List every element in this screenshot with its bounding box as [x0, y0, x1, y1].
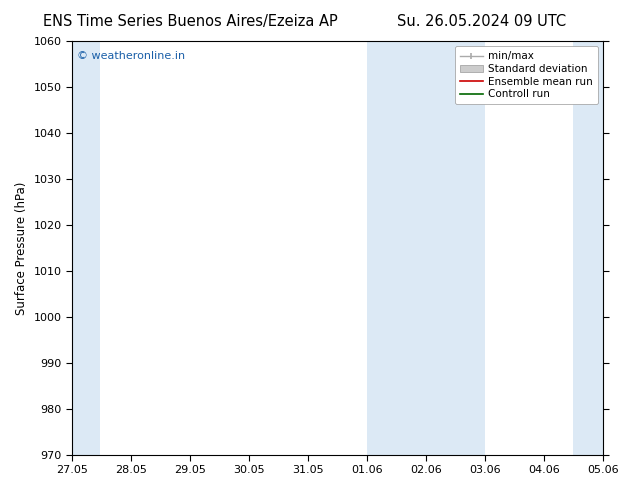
Bar: [72, 41, 100, 455]
Text: Su. 26.05.2024 09 UTC: Su. 26.05.2024 09 UTC: [398, 14, 566, 29]
Bar: [573, 41, 633, 455]
Bar: [367, 41, 485, 455]
Y-axis label: Surface Pressure (hPa): Surface Pressure (hPa): [15, 181, 28, 315]
Text: © weatheronline.in: © weatheronline.in: [77, 51, 186, 61]
Legend: min/max, Standard deviation, Ensemble mean run, Controll run: min/max, Standard deviation, Ensemble me…: [455, 46, 598, 104]
Text: ENS Time Series Buenos Aires/Ezeiza AP: ENS Time Series Buenos Aires/Ezeiza AP: [43, 14, 337, 29]
